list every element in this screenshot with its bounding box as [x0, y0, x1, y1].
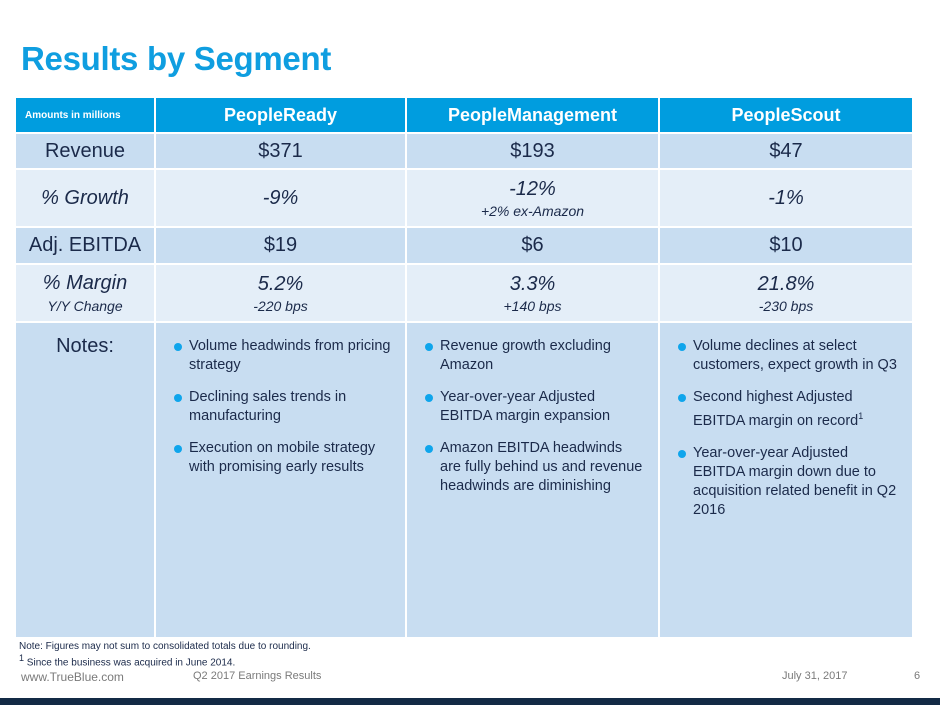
column-header-peopleready: PeopleReady: [154, 96, 407, 134]
header-row: Amounts in millions PeopleReady PeopleMa…: [14, 96, 914, 134]
bullet-icon: [678, 394, 686, 402]
value: $47: [769, 139, 803, 162]
cell: 5.2% -220 bps: [154, 263, 407, 323]
value: $193: [510, 139, 555, 162]
page-number: 6: [914, 670, 921, 682]
page-title: Results by Segment: [21, 40, 332, 77]
note-text: Year-over-year Adjusted EBITDA margin do…: [693, 444, 897, 518]
note-text: Second highest Adjusted EBITDA margin on…: [693, 389, 859, 429]
footer-url[interactable]: www.TrueBlue.com: [21, 670, 124, 684]
column-header-peoplescout: PeopleScout: [658, 96, 914, 134]
value: $10: [769, 234, 803, 256]
cell: $10: [658, 226, 914, 265]
note-text: Volume headwinds from pricing strategy: [189, 338, 391, 373]
notes-cell: Volume headwinds from pricing strategy D…: [154, 321, 407, 639]
cell: $193: [405, 132, 660, 170]
note-text: Declining sales trends in manufacturing: [189, 389, 347, 424]
list-item: Revenue growth excluding Amazon: [425, 337, 646, 375]
value: 21.8%: [757, 272, 815, 295]
cell: $6: [405, 226, 660, 265]
bullet-icon: [425, 343, 433, 351]
bullet-icon: [425, 394, 433, 402]
note-text: Amazon EBITDA headwinds are fully behind…: [440, 440, 643, 494]
amounts-note: Amounts in millions: [14, 96, 156, 134]
cell: 21.8% -230 bps: [658, 263, 914, 323]
cell: $47: [658, 132, 914, 170]
bullet-icon: [174, 343, 182, 351]
cell: -9%: [154, 168, 407, 228]
sub-value: +140 bps: [503, 297, 562, 314]
margin-row: % Margin Y/Y Change 5.2% -220 bps 3.3% +140…: [14, 263, 914, 323]
cell: $371: [154, 132, 407, 170]
bullet-icon: [678, 343, 686, 351]
list-item: Execution on mobile strategy with promis…: [174, 439, 393, 477]
row-label: Notes:: [14, 321, 156, 639]
list-item: Volume declines at select customers, exp…: [678, 337, 900, 375]
cell: -1%: [658, 168, 914, 228]
list-item: Declining sales trends in manufacturing: [174, 388, 393, 426]
margin-label: % Margin: [42, 272, 128, 294]
row-label: Adj. EBITDA: [14, 226, 156, 265]
cell: -12% +2% ex-Amazon: [405, 168, 660, 228]
list-item: Volume headwinds from pricing strategy: [174, 337, 393, 375]
footnote-text: Since the business was acquired in June …: [26, 657, 236, 669]
note-text: Volume declines at select customers, exp…: [693, 338, 897, 373]
sub-value: -220 bps: [253, 297, 308, 314]
footnote-marker: 1: [19, 653, 25, 663]
revenue-row: Revenue $371 $193 $47: [14, 132, 914, 170]
sub-value: -230 bps: [758, 297, 814, 314]
column-header-peoplemanagement: PeopleManagement: [405, 96, 660, 134]
row-label: % Growth: [14, 168, 156, 228]
value: $19: [263, 234, 298, 256]
value: 5.2%: [257, 272, 304, 295]
note-text: Execution on mobile strategy with promis…: [189, 440, 376, 475]
notes-list: Volume declines at select customers, exp…: [660, 323, 912, 520]
list-item: Second highest Adjusted EBITDA margin on…: [678, 388, 900, 431]
sub-value: +2% ex-Amazon: [480, 202, 585, 219]
cell: $19: [154, 226, 407, 265]
value: -1%: [768, 186, 804, 209]
footnote-marker: 1: [858, 411, 864, 421]
bullet-icon: [174, 445, 182, 453]
notes-cell: Revenue growth excluding Amazon Year-ove…: [405, 321, 660, 639]
yy-change-label: Y/Y Change: [47, 298, 123, 314]
note-text: Year-over-year Adjusted EBITDA margin ex…: [440, 389, 611, 424]
ebitda-row: Adj. EBITDA $19 $6 $10: [14, 226, 914, 265]
cell: 3.3% +140 bps: [405, 263, 660, 323]
list-item: Year-over-year Adjusted EBITDA margin do…: [678, 444, 900, 520]
growth-row: % Growth -9% -12% +2% ex-Amazon -1%: [14, 168, 914, 228]
notes-list: Revenue growth excluding Amazon Year-ove…: [407, 323, 658, 496]
segment-table: Amounts in millions PeopleReady PeopleMa…: [14, 96, 914, 639]
row-label: % Margin Y/Y Change: [14, 263, 156, 323]
bullet-icon: [678, 449, 686, 458]
value: $6: [521, 234, 544, 256]
bullet-icon: [174, 394, 182, 402]
note-text: Revenue growth excluding Amazon: [440, 338, 611, 373]
notes-row: Notes: Volume headwinds from pricing str…: [14, 321, 914, 639]
value: -12%: [509, 177, 556, 200]
bottom-bar: [0, 698, 940, 705]
value: 3.3%: [509, 272, 556, 295]
acquisition-footnote: 1 Since the business was acquired in Jun…: [19, 653, 235, 668]
bullet-icon: [425, 445, 433, 453]
list-item: Year-over-year Adjusted EBITDA margin ex…: [425, 388, 646, 426]
notes-list: Volume headwinds from pricing strategy D…: [156, 323, 405, 477]
row-label: Revenue: [14, 132, 156, 170]
rounding-note: Note: Figures may not sum to consolidate…: [19, 641, 311, 652]
footer-date: July 31, 2017: [782, 670, 848, 682]
value: -9%: [262, 186, 299, 209]
footer-doc-title: Q2 2017 Earnings Results: [193, 670, 322, 682]
value: $371: [258, 139, 303, 162]
notes-cell: Volume declines at select customers, exp…: [658, 321, 914, 639]
list-item: Amazon EBITDA headwinds are fully behind…: [425, 439, 646, 496]
